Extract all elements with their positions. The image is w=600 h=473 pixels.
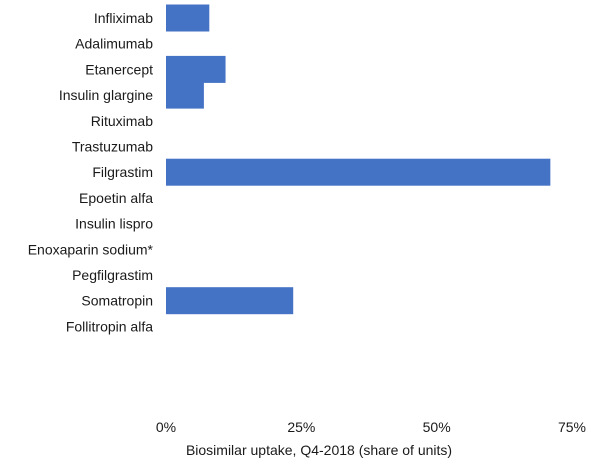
category-label: Insulin lispro <box>75 216 153 232</box>
category-label: Follitropin alfa <box>66 318 153 334</box>
bar <box>166 55 226 83</box>
category-label: Etanercept <box>85 61 153 77</box>
bar <box>166 81 204 109</box>
bar <box>166 158 551 186</box>
x-tick-label: 25% <box>287 419 315 435</box>
category-label: Epoetin alfa <box>79 190 153 206</box>
category-label: Insulin glargine <box>59 87 153 103</box>
bars <box>166 4 551 315</box>
category-label: Filgrastim <box>92 164 153 180</box>
category-label: Pegfilgrastim <box>72 267 153 283</box>
x-tick-label: 0% <box>156 419 176 435</box>
category-label: Rituximab <box>91 113 153 129</box>
x-axis-title: Biosimilar uptake, Q4-2018 (share of uni… <box>186 442 452 458</box>
bar <box>166 4 210 32</box>
bar <box>166 287 294 315</box>
category-label: Somatropin <box>81 293 153 309</box>
category-labels: Infliximab Adalimumab Etanercept Insulin gl… <box>28 10 154 334</box>
category-label: Trastuzumab <box>72 139 153 155</box>
x-tick-label: 75% <box>558 419 586 435</box>
category-label: Adalimumab <box>75 36 153 52</box>
x-tick-label: 50% <box>423 419 451 435</box>
category-label: Infliximab <box>94 10 153 26</box>
category-label: Enoxaparin sodium* <box>28 241 154 257</box>
x-axis-ticks: 0% 25% 50% 75% <box>156 419 586 435</box>
